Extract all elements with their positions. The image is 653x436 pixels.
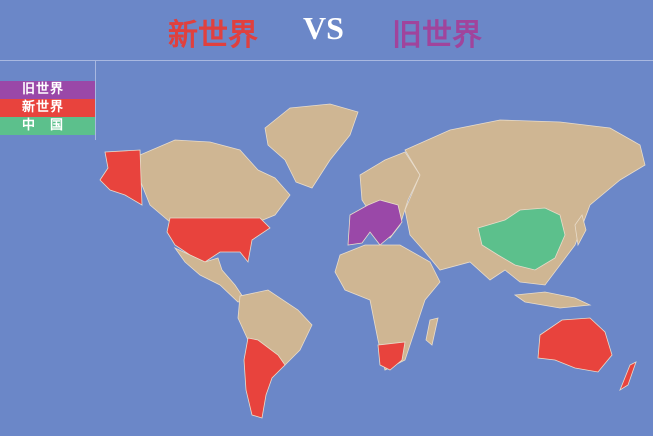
united-states [166, 217, 271, 263]
madagascar [425, 317, 439, 346]
legend-item-old-world: 旧世界 [0, 81, 95, 99]
greenland [264, 103, 359, 189]
old-world-europe [347, 199, 403, 246]
argentina-chile [243, 337, 286, 419]
divider [0, 60, 653, 61]
japan [574, 214, 587, 247]
south-africa [377, 341, 406, 371]
legend: 旧世界 新世界 中 国 [0, 81, 95, 135]
new-zealand [619, 361, 637, 391]
alaska [99, 149, 143, 206]
divider [95, 60, 96, 140]
africa [334, 244, 441, 371]
title-old-world: 旧世界 [392, 18, 482, 53]
asia [404, 119, 646, 286]
title-new-world: 新世界 [168, 18, 258, 53]
australia [537, 317, 613, 373]
indonesia [513, 291, 592, 309]
legend-item-china: 中 国 [0, 117, 95, 135]
canada [139, 139, 291, 223]
china [477, 207, 566, 271]
title-vs: VS [303, 10, 344, 46]
legend-item-new-world: 新世界 [0, 99, 95, 117]
